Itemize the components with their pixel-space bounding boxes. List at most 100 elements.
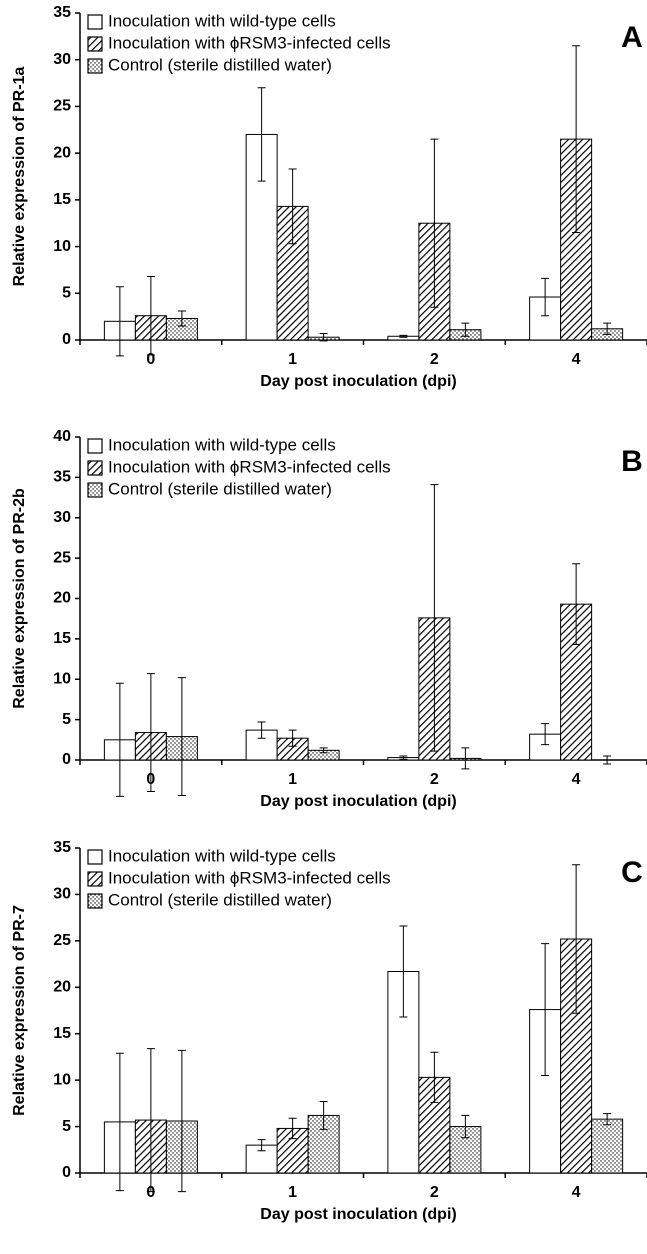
- y-tick-label: 30: [53, 886, 71, 903]
- error-bar: [603, 322, 612, 335]
- y-tick-label: 20: [53, 979, 71, 996]
- error-bar: [146, 1048, 155, 1193]
- error-bar: [177, 1049, 186, 1193]
- error-bar: [146, 673, 155, 792]
- panel-label: C: [621, 856, 643, 889]
- x-axis-label: Day post inoculation (dpi): [260, 1206, 456, 1223]
- legend-label: Control (sterile distilled water): [108, 55, 332, 74]
- error-bar: [115, 286, 124, 357]
- y-tick-label: 5: [62, 285, 71, 302]
- y-tick-label: 35: [53, 839, 71, 856]
- legend-swatch: [87, 58, 103, 74]
- error-bar: [541, 943, 550, 1076]
- x-tick-label: 2: [430, 771, 439, 788]
- y-tick-label: 10: [53, 238, 71, 255]
- legend-swatch: [87, 482, 103, 498]
- error-bar: [430, 1051, 439, 1103]
- y-tick-label: 0: [62, 751, 71, 768]
- error-bar: [461, 1114, 470, 1139]
- error-bar: [257, 1139, 266, 1152]
- x-tick-label: 4: [572, 1184, 581, 1201]
- legend-label: Inoculation with ϕRSM3-infected cells: [108, 457, 391, 476]
- legend-swatch: [87, 36, 103, 52]
- x-tick-label: 4: [572, 771, 581, 788]
- y-tick-label: 10: [53, 1071, 71, 1088]
- bar: [591, 1118, 624, 1174]
- error-bar: [603, 1113, 612, 1126]
- y-axis-label: Relative expression of PR-1a: [11, 67, 28, 287]
- legend-label: Inoculation with wild-type cells: [108, 11, 336, 30]
- y-tick-label: 25: [53, 549, 71, 566]
- error-bar: [541, 723, 550, 746]
- y-axis-label: Relative expression of PR-7: [11, 905, 28, 1116]
- y-tick-label: 30: [53, 51, 71, 68]
- error-bar: [319, 1101, 328, 1130]
- x-tick-label: 1: [288, 771, 297, 788]
- error-bar: [461, 322, 470, 337]
- error-bar: [399, 925, 408, 1018]
- error-bar: [572, 45, 581, 234]
- legend-swatch: [87, 893, 103, 909]
- error-bar: [177, 677, 186, 797]
- error-bar: [288, 1117, 297, 1140]
- legend-swatch: [87, 14, 103, 30]
- error-bar: [572, 563, 581, 646]
- legend-label: Control (sterile distilled water): [108, 890, 332, 909]
- legend-swatch: [87, 438, 103, 454]
- error-bar: [399, 755, 408, 760]
- error-bar: [146, 275, 155, 356]
- x-axis-label: Day post inoculation (dpi): [260, 793, 456, 810]
- legend-label: Inoculation with wild-type cells: [108, 435, 336, 454]
- y-tick-label: 15: [53, 630, 71, 647]
- error-bar: [603, 755, 612, 765]
- y-tick-label: 15: [53, 1025, 71, 1042]
- y-tick-label: 40: [53, 428, 71, 445]
- error-bar: [319, 747, 328, 754]
- x-tick-label: 2: [430, 351, 439, 368]
- error-bar: [257, 87, 266, 182]
- error-bar: [541, 277, 550, 317]
- legend-swatch: [87, 849, 103, 865]
- x-tick-label: 1: [288, 1184, 297, 1201]
- error-bar: [430, 138, 439, 308]
- y-tick-label: 5: [62, 711, 71, 728]
- y-tick-label: 5: [62, 1118, 71, 1135]
- legend-swatch: [87, 460, 103, 476]
- legend-label: Inoculation with wild-type cells: [108, 846, 336, 865]
- x-axis-label: Day post inoculation (dpi): [260, 373, 456, 390]
- error-bar: [572, 864, 581, 1014]
- error-bar: [288, 729, 297, 747]
- x-tick-label: 1: [288, 351, 297, 368]
- panel-label: A: [621, 21, 643, 54]
- error-bar: [430, 484, 439, 752]
- y-tick-label: 35: [53, 4, 71, 21]
- legend-swatch: [87, 871, 103, 887]
- y-tick-label: 20: [53, 144, 71, 161]
- error-bar: [115, 682, 124, 797]
- legend-label: Inoculation with ϕRSM3-infected cells: [108, 33, 391, 52]
- panel-label: B: [621, 445, 643, 478]
- y-tick-label: 0: [62, 331, 71, 348]
- y-tick-label: 0: [62, 1164, 71, 1181]
- y-tick-label: 25: [53, 932, 71, 949]
- y-tick-label: 25: [53, 98, 71, 115]
- error-bar: [399, 334, 408, 338]
- y-tick-label: 15: [53, 191, 71, 208]
- error-bar: [177, 310, 186, 327]
- error-bar: [461, 747, 470, 770]
- legend-label: Control (sterile distilled water): [108, 479, 332, 498]
- y-tick-label: 30: [53, 509, 71, 526]
- x-tick-label: 0: [146, 351, 155, 368]
- y-axis-label: Relative expression of PR-2b: [11, 488, 28, 709]
- error-bar: [288, 168, 297, 245]
- error-bar: [257, 721, 266, 739]
- x-tick-label: 0: [146, 1184, 155, 1201]
- error-bar: [319, 332, 328, 342]
- legend-label: Inoculation with ϕRSM3-infected cells: [108, 868, 391, 887]
- y-tick-label: 35: [53, 469, 71, 486]
- y-tick-label: 20: [53, 590, 71, 607]
- x-tick-label: 4: [572, 351, 581, 368]
- error-bar: [115, 1052, 124, 1192]
